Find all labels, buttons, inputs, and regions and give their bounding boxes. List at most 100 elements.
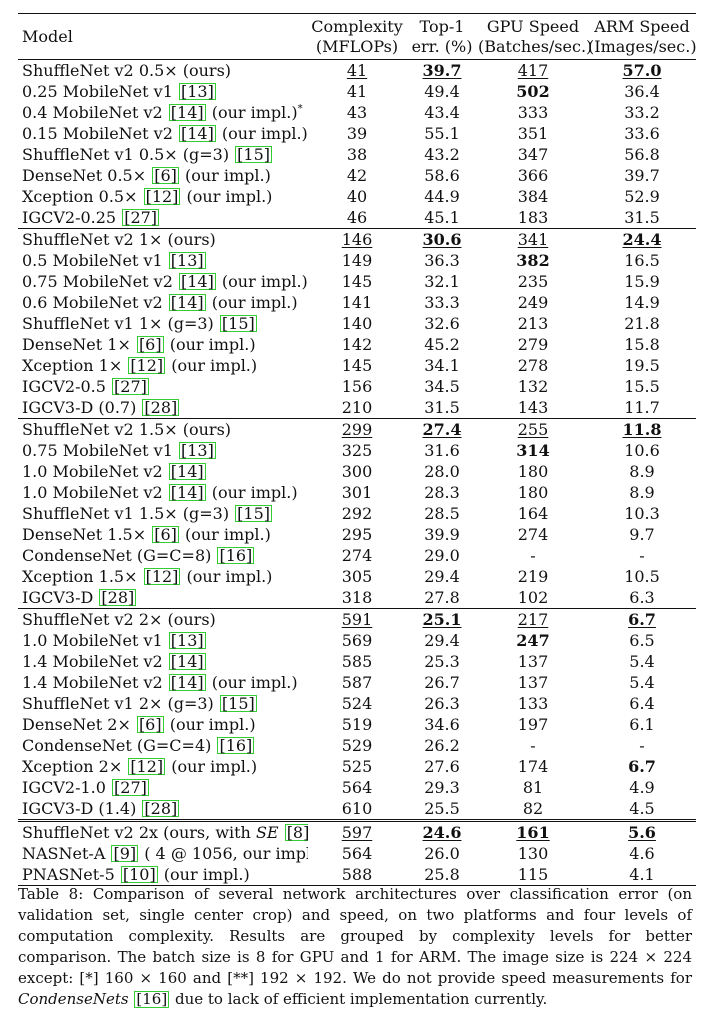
- text-segment: ShuffleNet v2 1× (ours): [22, 230, 216, 249]
- model-cell: 0.15 MobileNet v2 [14] (our impl.): [18, 123, 308, 144]
- top1-value: 27.6: [424, 757, 460, 776]
- table-row: 0.75 MobileNet v1 [13] 325 31.6 314 10.6: [18, 440, 696, 461]
- complexity-value: 591: [341, 610, 373, 629]
- header-top1: Top-1 err. (%): [406, 13, 478, 60]
- gpu-value: 382: [516, 251, 550, 270]
- citation-link[interactable]: [14]: [178, 124, 216, 143]
- citation-link[interactable]: [15]: [219, 314, 257, 333]
- citation-link[interactable]: [15]: [235, 145, 272, 164]
- complexity-value: 585: [341, 652, 373, 671]
- header-arm-line1: ARM Speed: [594, 17, 690, 36]
- table-row: NASNet-A [9] ( 4 @ 1056, our impl.) 564 26…: [18, 843, 696, 864]
- citation-link[interactable]: [10]: [120, 865, 158, 884]
- arm-value: -: [639, 736, 645, 755]
- top1-value: 39.9: [424, 525, 460, 544]
- citation-link[interactable]: [12]: [143, 187, 181, 206]
- citation-link[interactable]: [6]: [152, 525, 179, 544]
- top1-cell: 45.2: [406, 334, 478, 355]
- citation-link[interactable]: [12]: [128, 757, 166, 776]
- table-row: DenseNet 0.5× [6] (our impl.) 42 58.6 366 39…: [18, 165, 696, 186]
- citation-link[interactable]: [6]: [136, 715, 164, 734]
- table-row: IGCV2-1.0 [27] 564 29.3 81 4.9: [18, 777, 696, 798]
- table-header-row: Model Complexity (MFLOPs) Top-1 err. (%)…: [18, 13, 697, 60]
- top1-value: 26.3: [424, 694, 460, 713]
- complexity-value: 145: [341, 272, 373, 291]
- citation-link[interactable]: [28]: [142, 398, 180, 417]
- header-gpu-line1: GPU Speed: [486, 17, 580, 36]
- citation-link[interactable]: [14]: [168, 673, 206, 692]
- gpu-value: 341: [517, 230, 549, 249]
- top1-cell: 25.5: [406, 798, 478, 821]
- gpu-cell: 197: [478, 714, 588, 735]
- top1-cell: 58.6: [406, 165, 478, 186]
- complexity-value: 38: [346, 145, 368, 164]
- arm-value: 4.6: [629, 844, 655, 863]
- citation-link[interactable]: [6]: [136, 335, 164, 354]
- arm-value: 33.6: [624, 124, 660, 143]
- arm-value: 11.7: [624, 398, 660, 417]
- arm-value: 9.7: [629, 525, 655, 544]
- citation-link[interactable]: [13]: [168, 631, 206, 650]
- citation-link[interactable]: [28]: [142, 799, 180, 818]
- citation-link[interactable]: [27]: [112, 377, 149, 396]
- arm-cell: 6.5: [588, 630, 696, 651]
- complexity-cell: 529: [308, 735, 406, 756]
- gpu-value: 180: [517, 483, 549, 502]
- table-row: IGCV2-0.25 [27] 46 45.1 183 31.5: [18, 207, 696, 229]
- citation-link[interactable]: [14]: [168, 293, 206, 312]
- top1-value: 29.4: [424, 567, 460, 586]
- complexity-value: 525: [341, 757, 373, 776]
- citation-link[interactable]: [27]: [112, 778, 149, 797]
- gpu-cell: 255: [478, 418, 588, 440]
- arm-cell: 10.3: [588, 503, 696, 524]
- gpu-value: 333: [517, 103, 549, 122]
- complexity-value: 141: [341, 293, 373, 312]
- citation-link[interactable]: [12]: [143, 567, 181, 586]
- model-cell: 0.4 MobileNet v2 [14] (our impl.)*: [18, 102, 308, 123]
- citation-link[interactable]: [8]: [284, 824, 308, 841]
- citation-link[interactable]: [9]: [111, 844, 139, 863]
- top1-value: 25.8: [424, 865, 460, 884]
- citation-link[interactable]: [14]: [168, 103, 206, 122]
- citation-link[interactable]: [13]: [178, 82, 216, 101]
- gpu-cell: 130: [478, 843, 588, 864]
- header-model: Model: [18, 13, 308, 60]
- citation-link[interactable]: [27]: [122, 208, 160, 227]
- top1-value: 34.5: [424, 377, 460, 396]
- model-cell: Xception 1× [12] (our impl.): [18, 355, 308, 376]
- citation-link[interactable]: [15]: [235, 504, 272, 523]
- model-cell: PNASNet-5 [10] (our impl.): [18, 864, 308, 886]
- complexity-value: 274: [341, 546, 373, 565]
- text-segment: 0.75 MobileNet v1: [22, 441, 178, 460]
- top1-value: 28.3: [424, 483, 460, 502]
- citation-link[interactable]: [12]: [128, 356, 166, 375]
- citation-link[interactable]: [13]: [168, 251, 206, 270]
- citation-link[interactable]: [13]: [178, 441, 216, 460]
- citation-link[interactable]: [16]: [217, 546, 255, 565]
- complexity-cell: 325: [308, 440, 406, 461]
- footnote-marker: *: [297, 103, 303, 115]
- citation-link[interactable]: [28]: [99, 588, 137, 607]
- top1-value: 55.1: [424, 124, 460, 143]
- model-cell: DenseNet 0.5× [6] (our impl.): [18, 165, 308, 186]
- citation-link[interactable]: [6]: [152, 166, 179, 185]
- citation-link[interactable]: [14]: [168, 483, 206, 502]
- citation-link[interactable]: [16]: [134, 990, 170, 1008]
- text-segment: IGCV2-0.25: [22, 208, 122, 227]
- citation-link[interactable]: [14]: [168, 652, 206, 671]
- top1-value: 26.7: [424, 673, 460, 692]
- model-cell: DenseNet 1× [6] (our impl.): [18, 334, 308, 355]
- citation-link[interactable]: [16]: [217, 736, 255, 755]
- model-cell: 0.75 MobileNet v1 [13]: [18, 440, 308, 461]
- citation-link[interactable]: [15]: [219, 694, 257, 713]
- citation-link[interactable]: [14]: [168, 462, 206, 481]
- text-segment: DenseNet 1.5×: [22, 525, 152, 544]
- text-segment: DenseNet 1×: [22, 335, 136, 354]
- arm-value: 21.8: [624, 314, 660, 333]
- model-cell: IGCV3-D [28]: [18, 587, 308, 609]
- header-arm-line2: (Images/sec.): [588, 37, 697, 56]
- arm-value: 4.5: [629, 799, 655, 818]
- arm-value: 6.4: [629, 694, 655, 713]
- text-segment: NASNet-A: [22, 844, 111, 863]
- citation-link[interactable]: [14]: [178, 272, 216, 291]
